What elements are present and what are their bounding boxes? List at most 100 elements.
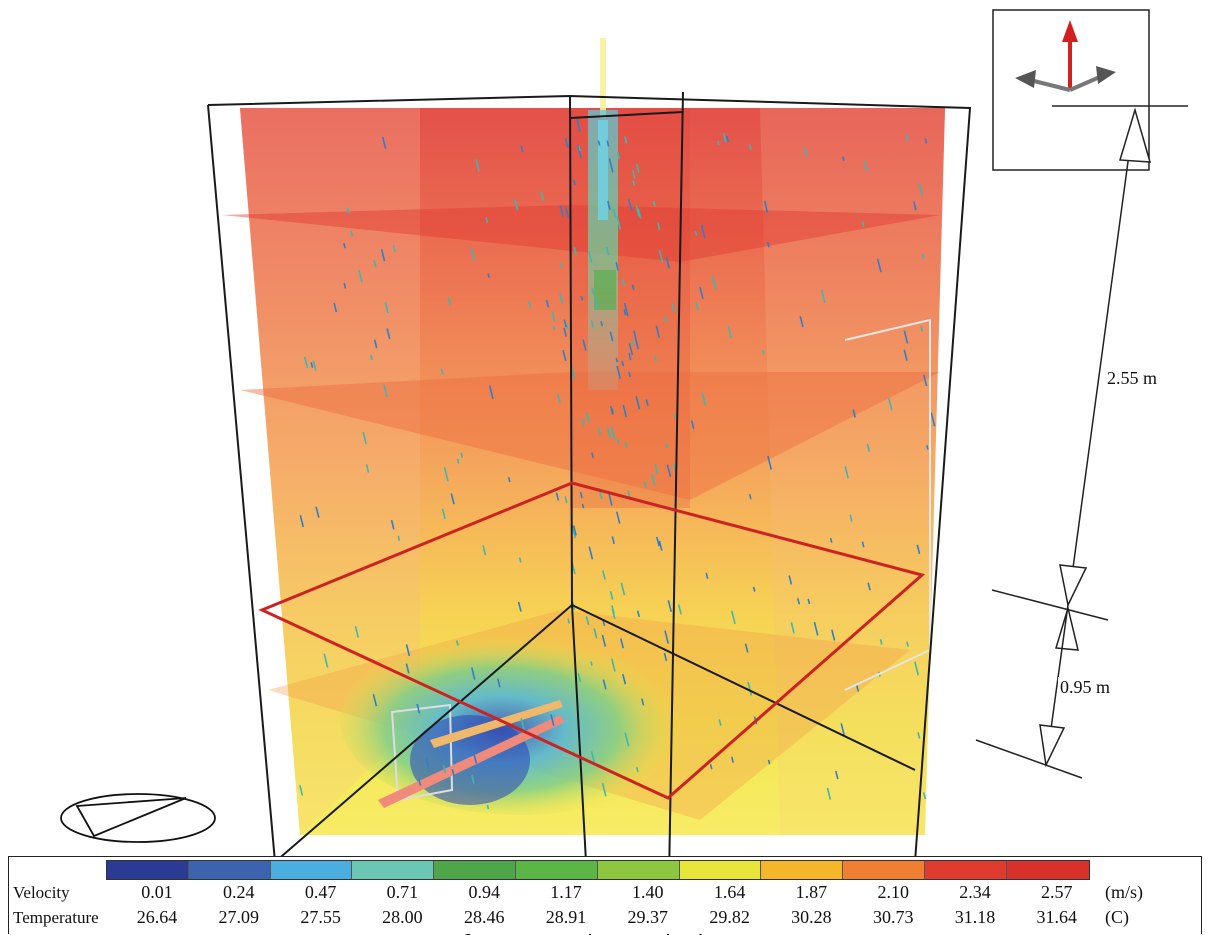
velocity-vector <box>636 610 641 618</box>
velocity-vector <box>486 804 490 810</box>
velocity-vector <box>609 405 614 415</box>
velocity-vector <box>597 140 601 146</box>
velocity-vector <box>694 231 698 236</box>
velocity-vector <box>582 339 587 351</box>
velocity-tick-label: 0.47 <box>304 882 337 902</box>
velocity-vector <box>663 652 668 662</box>
velocity-vector <box>460 452 464 458</box>
velocity-vector <box>632 180 636 186</box>
axis-widget <box>992 9 1150 171</box>
velocity-tick-label: 2.57 <box>1041 882 1073 902</box>
colorbar-swatch <box>843 861 925 879</box>
velocity-vector <box>861 221 865 227</box>
velocity-vector <box>555 492 560 501</box>
velocity-vector <box>673 413 676 419</box>
velocity-vector <box>558 293 564 304</box>
velocity-vector <box>365 464 370 473</box>
velocity-vector <box>518 557 522 563</box>
velocity-vector <box>386 328 391 340</box>
exhaust-plume <box>588 38 618 390</box>
velocity-vector <box>440 368 444 375</box>
velocity-vector <box>471 774 475 784</box>
velocity-vector <box>380 249 386 262</box>
velocity-vector <box>730 610 736 625</box>
velocity-vector <box>576 119 581 132</box>
supply-air-zone <box>340 625 700 815</box>
velocity-tick-label: 1.40 <box>632 882 664 902</box>
velocity-vector <box>725 135 730 143</box>
velocity-vector <box>607 200 611 210</box>
colorbar-swatch <box>434 861 516 879</box>
colorbar-swatch <box>270 861 353 879</box>
velocity-vector <box>912 201 917 211</box>
velocity-vector <box>520 145 524 153</box>
velocity-vector <box>567 618 571 624</box>
velocity-vector <box>699 286 704 300</box>
velocity-vector <box>628 343 634 356</box>
velocity-vector <box>631 340 634 346</box>
velocity-vector <box>609 331 614 342</box>
velocity-vector <box>656 536 660 547</box>
velocity-vector <box>650 473 656 486</box>
view-orientation-widget <box>60 793 216 843</box>
velocity-vector <box>358 270 363 283</box>
velocity-vector <box>610 426 616 441</box>
fixture-outline <box>844 318 931 691</box>
velocity-vector <box>383 384 388 398</box>
colorbar-swatch <box>924 861 1007 879</box>
velocity-vector <box>831 629 836 641</box>
velocity-vector <box>790 622 795 634</box>
velocity-vector <box>888 397 893 411</box>
velocity-vector <box>916 544 921 554</box>
temperature-tick-label: 29.37 <box>627 907 669 927</box>
velocity-vector <box>624 442 628 448</box>
reference-plane-outline <box>258 481 926 800</box>
dimension-upper-label: 2.55 m <box>1105 368 1160 389</box>
velocity-vector <box>451 769 455 776</box>
velocity-vector <box>472 752 478 764</box>
velocity-vector <box>641 698 645 706</box>
velocity-vector <box>443 467 449 482</box>
velocity-vector <box>727 326 733 339</box>
velocity-vector <box>310 362 314 368</box>
velocity-vector <box>354 625 360 638</box>
color-legend: Velocity Temperature 0.01 0.24 0.47 0.71 0.9… <box>8 856 1202 934</box>
velocity-vector <box>343 282 347 289</box>
velocity-vector <box>405 663 410 674</box>
velocity-vector <box>552 325 556 331</box>
velocity-vector <box>863 160 868 172</box>
temperature-tick-label: 27.55 <box>300 907 341 927</box>
velocity-vector <box>635 205 640 217</box>
velocity-vector <box>763 200 769 213</box>
velocity-vector <box>333 302 338 313</box>
colorbar-swatch <box>188 861 271 879</box>
velocity-vector <box>920 326 924 332</box>
velocity-vector <box>623 309 627 316</box>
velocity-tick-label: 0.94 <box>468 882 500 902</box>
velocity-vector <box>876 258 882 273</box>
velocity-vector <box>362 432 367 445</box>
velocity-vector <box>416 703 421 714</box>
velocity-vector <box>621 278 626 287</box>
velocity-tick-label: 0.24 <box>223 882 255 902</box>
velocity-vector <box>315 506 320 518</box>
velocity-vector <box>788 575 793 585</box>
velocity-vector <box>455 640 459 646</box>
velocity-vector <box>623 136 628 144</box>
velocity-row-label: Velocity <box>13 883 70 902</box>
velocity-vector <box>397 535 401 541</box>
velocity-vector <box>664 316 668 324</box>
velocity-vector <box>588 250 593 263</box>
velocity-vector <box>655 325 661 339</box>
velocity-vector <box>591 287 595 295</box>
velocity-vector <box>930 412 936 427</box>
velocity-vector <box>559 261 563 268</box>
colorbar <box>106 860 1090 880</box>
velocity-vector <box>520 718 525 730</box>
velocity-vector <box>621 360 625 367</box>
velocity-vector <box>372 693 378 707</box>
velocity-vector <box>545 299 550 308</box>
velocity-vector <box>616 365 622 379</box>
velocity-vector <box>517 601 522 612</box>
velocity-vector <box>645 399 649 406</box>
